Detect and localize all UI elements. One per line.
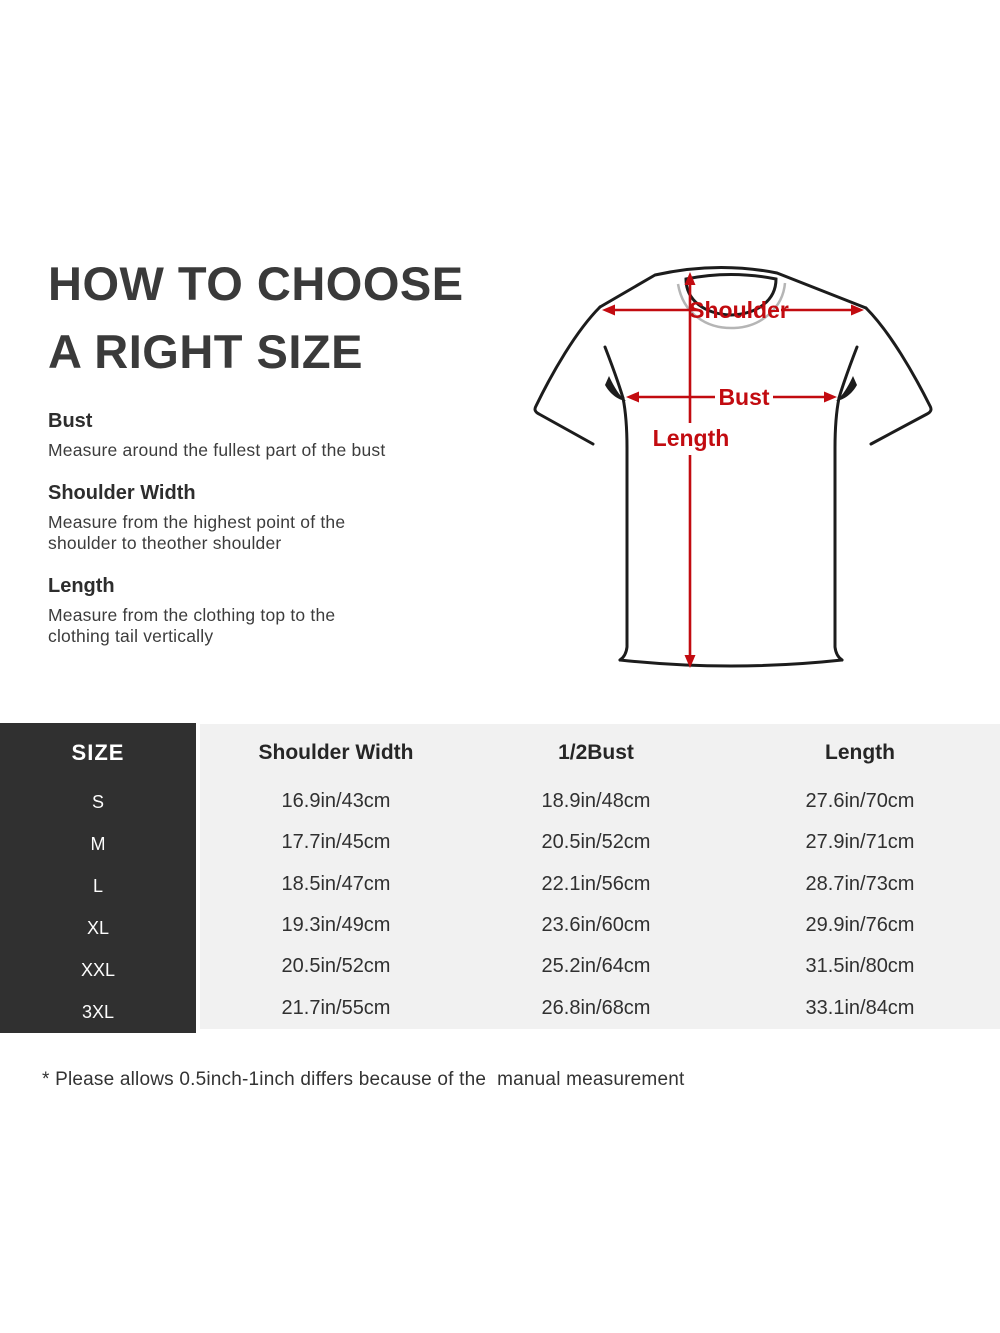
page-title: HOW TO CHOOSE A RIGHT SIZE (48, 250, 464, 386)
size-label: 3XL (81, 1001, 115, 1022)
cell-half-bust: 20.5in/52cm (541, 831, 651, 854)
cell-shoulder-width: 20.5in/52cm (281, 955, 391, 978)
header-length: Length (825, 740, 895, 764)
size-label: S (91, 792, 104, 813)
table-row: 16.9in/43cm 18.9in/48cm 27.6in/70cm (200, 781, 1000, 822)
bust-arrow: Bust (626, 384, 837, 410)
instruction-length: Length Measure from the clothing top to … (48, 575, 488, 647)
shoulder-arrow: Shoulder (602, 297, 864, 323)
instruction-shoulder-heading: Shoulder Width (48, 482, 196, 504)
instruction-bust-text: Measure around the fullest part of the b… (48, 440, 386, 460)
instruction-bust-heading: Bust (48, 410, 93, 432)
diagram-label-bust: Bust (718, 384, 769, 410)
size-label: XXL (80, 959, 116, 980)
cell-length: 28.7in/73cm (805, 872, 915, 895)
collar (684, 273, 778, 317)
size-label: XL (86, 917, 110, 938)
instruction-bust: Bust Measure around the fullest part of … (48, 410, 488, 461)
instruction-length-text: clothing tail vertically (48, 626, 214, 646)
tshirt-measurement-diagram: Shoulder Bust Length (533, 266, 933, 668)
measure-instructions: Bust Measure around the fullest part of … (48, 410, 488, 668)
cell-length: 27.6in/70cm (805, 790, 915, 813)
page-title-line1: HOW TO CHOOSE (48, 257, 464, 310)
instruction-shoulder-width: Shoulder Width Measure from the highest … (48, 482, 488, 554)
cell-shoulder-width: 17.7in/45cm (281, 831, 391, 854)
cell-half-bust: 25.2in/64cm (541, 955, 651, 978)
cell-length: 31.5in/80cm (805, 955, 915, 978)
size-label: L (92, 876, 103, 897)
table-header-row: Shoulder Width 1/2Bust Length (200, 724, 1000, 781)
table-row: 19.3in/49cm 23.6in/60cm 29.9in/76cm (200, 905, 1000, 946)
table-row: 17.7in/45cm 20.5in/52cm 27.9in/71cm (200, 822, 1000, 863)
instruction-shoulder-text: Measure from the highest point of the (48, 512, 346, 532)
cell-shoulder-width: 19.3in/49cm (281, 914, 391, 937)
size-label: M (90, 834, 106, 855)
size-column-header: SIZE (71, 739, 125, 765)
length-arrow: Length (653, 272, 730, 668)
cell-length: 29.9in/76cm (805, 914, 915, 937)
header-shoulder-width: Shoulder Width (258, 740, 414, 764)
instruction-length-text: Measure from the clothing top to the (48, 605, 336, 625)
diagram-label-shoulder: Shoulder (689, 297, 789, 323)
tshirt-outline (533, 266, 933, 668)
table-row: 21.7in/55cm 26.8in/68cm 33.1in/84cm (200, 988, 1000, 1029)
size-table: SIZE S M L XL XXL 3XL Shoulder Width 1/2Bust … (0, 723, 1000, 1033)
cell-half-bust: 26.8in/68cm (541, 996, 651, 1019)
measurement-disclaimer: * Please allows 0.5inch-1inch differs be… (42, 1069, 685, 1090)
page-title-line2: A RIGHT SIZE (48, 325, 363, 378)
size-labels: S M L XL XXL 3XL (0, 782, 196, 1033)
cell-shoulder-width: 21.7in/55cm (281, 996, 391, 1019)
instruction-shoulder-text: shoulder to theother shoulder (48, 533, 282, 553)
cell-length: 33.1in/84cm (805, 996, 915, 1019)
size-column: SIZE S M L XL XXL 3XL (0, 723, 196, 1033)
cell-shoulder-width: 16.9in/43cm (281, 790, 391, 813)
cell-length: 27.9in/71cm (805, 831, 915, 854)
table-body: 16.9in/43cm 18.9in/48cm 27.6in/70cm 17.7… (200, 781, 1000, 1029)
instruction-length-heading: Length (48, 575, 115, 597)
cell-half-bust: 22.1in/56cm (541, 872, 651, 895)
cell-half-bust: 23.6in/60cm (541, 914, 651, 937)
table-row: 20.5in/52cm 25.2in/64cm 31.5in/80cm (200, 946, 1000, 987)
table-row: 18.5in/47cm 22.1in/56cm 28.7in/73cm (200, 864, 1000, 905)
cell-shoulder-width: 18.5in/47cm (281, 872, 391, 895)
diagram-label-length: Length (653, 425, 730, 451)
header-half-bust: 1/2Bust (558, 740, 634, 764)
cell-half-bust: 18.9in/48cm (541, 790, 651, 813)
collar-shadow (676, 282, 787, 330)
measurement-panel: Shoulder Width 1/2Bust Length 16.9in/43c… (200, 724, 1000, 1029)
